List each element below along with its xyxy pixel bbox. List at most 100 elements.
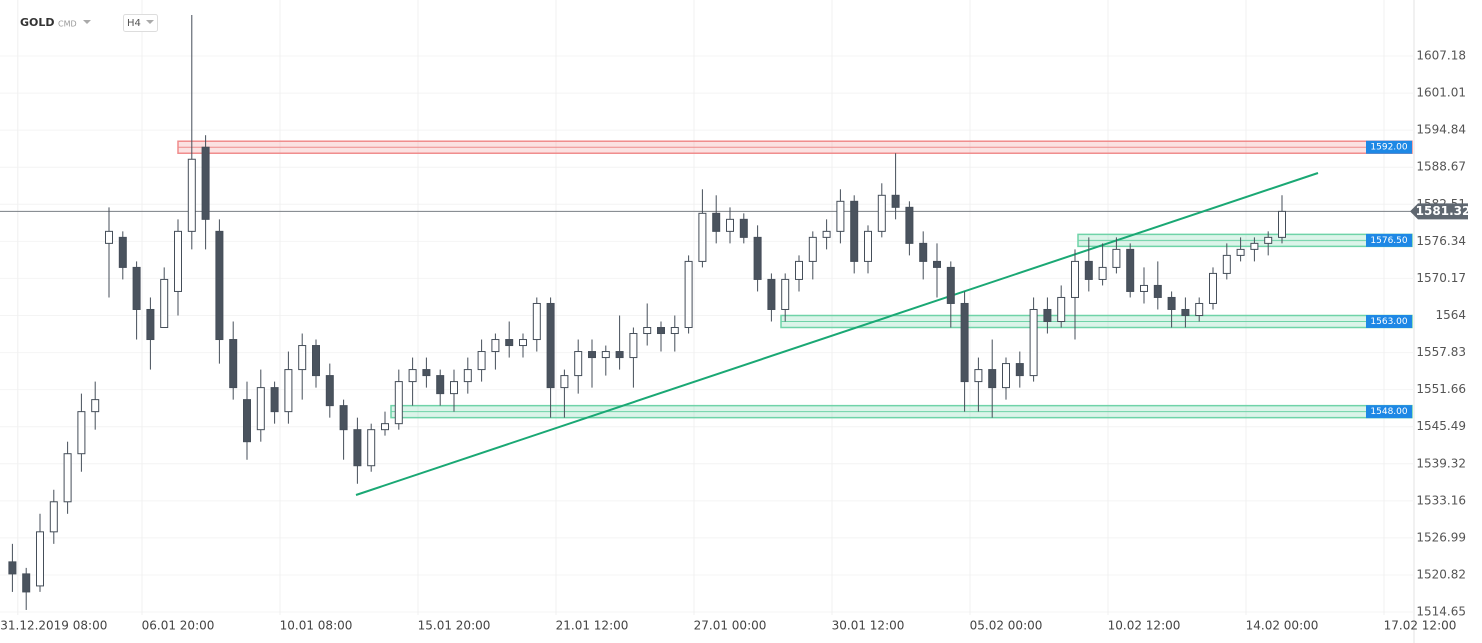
candle-body bbox=[822, 230, 831, 238]
candle-body bbox=[381, 423, 389, 431]
candle-body bbox=[657, 327, 665, 335]
current-price-box bbox=[1410, 203, 1468, 220]
y-tick-label: 1526.99 bbox=[1416, 530, 1466, 544]
candle-body bbox=[187, 158, 196, 232]
y-tick-label: 1551.66 bbox=[1416, 382, 1466, 396]
symbol-dropdown[interactable] bbox=[83, 20, 91, 24]
candle-body bbox=[1126, 248, 1135, 292]
candle-body bbox=[215, 230, 224, 341]
candle-body bbox=[588, 351, 596, 359]
candle-body bbox=[491, 339, 500, 353]
candle-body bbox=[1002, 363, 1010, 389]
candle-body bbox=[105, 230, 113, 244]
candle-body bbox=[450, 381, 458, 395]
candle-body bbox=[698, 212, 707, 262]
x-tick-label: 05.02 00:00 bbox=[970, 619, 1043, 633]
candle-body bbox=[1236, 248, 1245, 256]
y-tick-label: 1557.83 bbox=[1416, 345, 1466, 359]
candle-body bbox=[643, 327, 652, 335]
candle-body bbox=[946, 266, 955, 304]
level-label: 1576.50 bbox=[1370, 236, 1407, 246]
candle-body bbox=[629, 333, 638, 359]
candle-body bbox=[919, 242, 928, 262]
candle-body bbox=[312, 345, 320, 377]
candle-body bbox=[1250, 242, 1259, 250]
candle-body bbox=[519, 339, 527, 347]
candle-body bbox=[877, 194, 886, 232]
candle-body bbox=[77, 411, 86, 455]
candle-body bbox=[712, 212, 721, 232]
x-tick-label: 14.02 00:00 bbox=[1246, 619, 1319, 633]
candle-body bbox=[408, 369, 417, 383]
y-tick-label: 1520.82 bbox=[1416, 567, 1466, 581]
candle-body bbox=[1195, 302, 1204, 316]
x-tick-label: 15.01 20:00 bbox=[418, 619, 491, 633]
candle-body bbox=[1222, 254, 1231, 274]
candle-body bbox=[174, 230, 182, 292]
x-tick-label: 31.12.2019 08:00 bbox=[0, 619, 107, 633]
candle-body bbox=[1057, 296, 1066, 322]
candle-body bbox=[1071, 260, 1079, 298]
candle-body bbox=[726, 218, 734, 232]
candle-body bbox=[739, 218, 748, 238]
candle-body bbox=[256, 387, 265, 431]
candle-body bbox=[891, 194, 900, 208]
level-label: 1548.00 bbox=[1370, 407, 1407, 417]
candle-body bbox=[63, 453, 72, 503]
candle-body bbox=[91, 399, 100, 413]
y-tick-label: 1514.65 bbox=[1416, 605, 1466, 619]
x-tick-label: 10.01 08:00 bbox=[280, 619, 353, 633]
level-label-box bbox=[1366, 405, 1412, 419]
candle-body bbox=[422, 369, 431, 377]
candle-body bbox=[367, 429, 376, 467]
candle-body bbox=[477, 351, 486, 371]
candle-body bbox=[532, 302, 541, 341]
candle-body bbox=[436, 375, 445, 395]
candle-body bbox=[132, 266, 141, 310]
timeframe-box[interactable] bbox=[123, 14, 158, 32]
candle-body bbox=[836, 200, 845, 232]
candle-body bbox=[1043, 308, 1052, 323]
candle-body bbox=[1084, 260, 1093, 280]
candle-body bbox=[325, 375, 334, 407]
candle-body bbox=[1153, 284, 1162, 298]
labels: 1607.181601.011594.841588.671582.511576.… bbox=[0, 49, 1470, 633]
timeframe[interactable]: H4 bbox=[127, 18, 141, 29]
candle-body bbox=[1264, 236, 1273, 244]
candle-body bbox=[933, 260, 941, 268]
candle-body bbox=[988, 369, 997, 389]
candle-body bbox=[684, 260, 693, 329]
candle-body bbox=[546, 302, 555, 389]
candle-body bbox=[1015, 363, 1024, 377]
candle-body bbox=[1029, 308, 1038, 377]
candle-body bbox=[284, 369, 293, 413]
symbol-type: CMD bbox=[58, 20, 77, 29]
y-tick-label: 1594.84 bbox=[1416, 123, 1466, 137]
y-tick-label: 1576.34 bbox=[1416, 234, 1466, 248]
candle-body bbox=[960, 302, 969, 383]
candle-body bbox=[574, 351, 583, 377]
candle-body bbox=[1181, 308, 1190, 316]
candle-body bbox=[146, 308, 155, 341]
candle-body bbox=[905, 206, 914, 244]
symbol[interactable]: GOLD bbox=[20, 16, 55, 29]
candle-body bbox=[560, 375, 569, 389]
candle-body bbox=[201, 146, 210, 220]
candle-body bbox=[353, 429, 362, 467]
candle-body bbox=[339, 405, 348, 431]
trendline bbox=[355, 172, 1319, 496]
x-tick-label: 21.01 12:00 bbox=[556, 619, 629, 633]
x-tick-label: 27.01 00:00 bbox=[694, 619, 767, 633]
timeframe-dropdown[interactable] bbox=[146, 20, 154, 24]
level-label-box bbox=[1366, 233, 1412, 247]
candles bbox=[8, 15, 1286, 610]
candle-body bbox=[49, 501, 58, 533]
y-tick-label: 1545.49 bbox=[1416, 419, 1466, 433]
candle-body bbox=[1098, 266, 1107, 280]
candle-body bbox=[8, 561, 17, 575]
candle-body bbox=[243, 399, 251, 443]
candle-body bbox=[1167, 296, 1176, 310]
grid bbox=[0, 0, 1414, 615]
y-tick-label: 1570.17 bbox=[1416, 271, 1466, 285]
candle-body bbox=[1278, 210, 1286, 238]
